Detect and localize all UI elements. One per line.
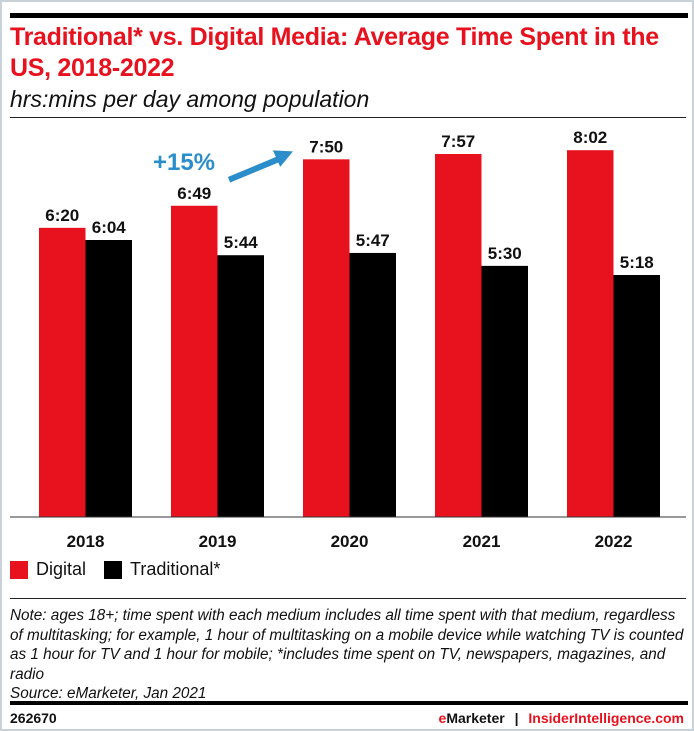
- legend-divider: [10, 598, 686, 599]
- x-tick-label: 2020: [331, 532, 369, 550]
- source-text: Source: eMarketer, Jan 2021: [10, 685, 207, 702]
- brand-insider-intelligence[interactable]: InsiderIntelligence.com: [528, 710, 684, 726]
- annotation-arrow-head-icon: [272, 150, 293, 167]
- data-label: 7:50: [309, 137, 343, 156]
- legend-swatch-digital: [10, 560, 28, 579]
- bar-digital-2022: [567, 150, 614, 517]
- data-label: 5:18: [620, 253, 654, 272]
- legend-label-digital: Digital: [36, 559, 87, 579]
- chart-subtitle: hrs:mins per day among population: [10, 86, 370, 112]
- data-label: 5:47: [356, 231, 390, 250]
- bar-traditional-2020: [349, 252, 396, 518]
- legend-label-traditional: Traditional*: [130, 559, 221, 579]
- annotation-arrow-shaft: [227, 154, 285, 183]
- legend-item-traditional: Traditional*: [104, 559, 220, 580]
- data-label: 6:20: [45, 206, 79, 225]
- bar-traditional-2019: [217, 255, 264, 517]
- footer-brand: eMarketer | InsiderIntelligence.com: [439, 710, 684, 726]
- brand-emarketer-e: e: [438, 710, 447, 726]
- bar-digital-2018: [39, 227, 86, 517]
- bar-digital-2020: [303, 159, 350, 517]
- chart-title: Traditional* vs. Digital Media: Average …: [10, 23, 659, 82]
- bottom-rule: [10, 701, 688, 705]
- x-tick-label: 2022: [595, 532, 633, 550]
- x-tick-label: 2018: [67, 532, 105, 550]
- bar-digital-2021: [435, 154, 482, 517]
- brand-emarketer: Marketer: [446, 710, 505, 726]
- chart-note: Note: ages 18+; time spent with each med…: [10, 606, 690, 704]
- subtitle-divider: [10, 117, 686, 118]
- data-label: 8:02: [573, 128, 607, 147]
- data-label: 5:30: [488, 244, 522, 263]
- data-label: 6:04: [92, 218, 127, 237]
- chart-id: 262670: [10, 710, 57, 726]
- bar-traditional-2018: [85, 239, 132, 517]
- x-tick-label: 2021: [463, 532, 501, 550]
- x-tick-label: 2019: [199, 532, 237, 550]
- legend: Digital Traditional*: [10, 559, 238, 580]
- legend-swatch-traditional: [104, 560, 123, 579]
- note-text: Note: ages 18+; time spent with each med…: [10, 607, 684, 683]
- data-label: 5:44: [224, 233, 259, 252]
- data-label: 7:57: [441, 132, 475, 151]
- top-rule: [10, 13, 688, 18]
- footer-separator: |: [514, 710, 519, 726]
- data-label: 6:49: [177, 184, 211, 203]
- legend-item-digital: Digital: [10, 559, 86, 580]
- bar-digital-2019: [171, 205, 218, 517]
- bar-traditional-2022: [613, 275, 660, 517]
- bar-chart: 6:20 6:04 2018 6:49 5:44 2019 7:50 5:47 2020 7:57…: [10, 128, 686, 550]
- bar-traditional-2021: [481, 265, 528, 517]
- annotation-label: +15%: [153, 149, 215, 176]
